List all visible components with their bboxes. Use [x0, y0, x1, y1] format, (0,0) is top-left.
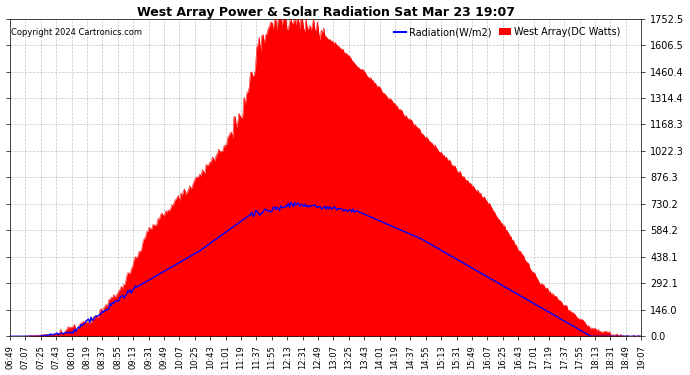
Text: Copyright 2024 Cartronics.com: Copyright 2024 Cartronics.com	[10, 28, 141, 37]
Legend: Radiation(W/m2), West Array(DC Watts): Radiation(W/m2), West Array(DC Watts)	[391, 23, 624, 41]
Title: West Array Power & Solar Radiation Sat Mar 23 19:07: West Array Power & Solar Radiation Sat M…	[137, 6, 515, 18]
